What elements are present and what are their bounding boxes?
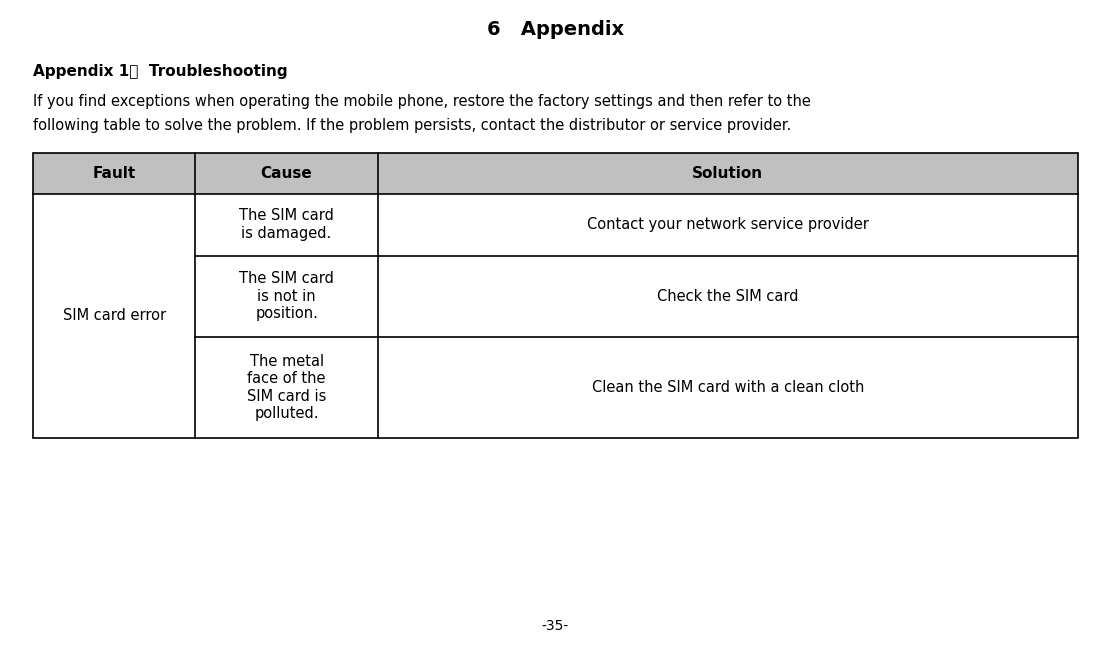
Text: Solution: Solution — [692, 166, 763, 181]
Text: The SIM card
is damaged.: The SIM card is damaged. — [239, 209, 334, 241]
Text: Fault: Fault — [92, 166, 136, 181]
Text: Clean the SIM card with a clean cloth: Clean the SIM card with a clean cloth — [592, 380, 864, 395]
Text: following table to solve the problem. If the problem persists, contact the distr: following table to solve the problem. If… — [33, 117, 791, 133]
Text: Contact your network service provider: Contact your network service provider — [587, 217, 869, 232]
Text: SIM card error: SIM card error — [62, 308, 166, 323]
Text: Cause: Cause — [261, 166, 312, 181]
Text: The SIM card
is not in
position.: The SIM card is not in position. — [239, 271, 334, 321]
Text: Appendix 1：  Troubleshooting: Appendix 1： Troubleshooting — [33, 64, 288, 80]
Bar — [33, 153, 1078, 194]
Text: If you find exceptions when operating the mobile phone, restore the factory sett: If you find exceptions when operating th… — [33, 93, 811, 109]
Text: Check the SIM card: Check the SIM card — [657, 289, 799, 304]
Text: -35-: -35- — [542, 619, 569, 633]
Text: 6   Appendix: 6 Appendix — [487, 20, 624, 39]
Bar — [33, 153, 1078, 438]
Text: The metal
face of the
SIM card is
polluted.: The metal face of the SIM card is pollut… — [247, 354, 327, 421]
